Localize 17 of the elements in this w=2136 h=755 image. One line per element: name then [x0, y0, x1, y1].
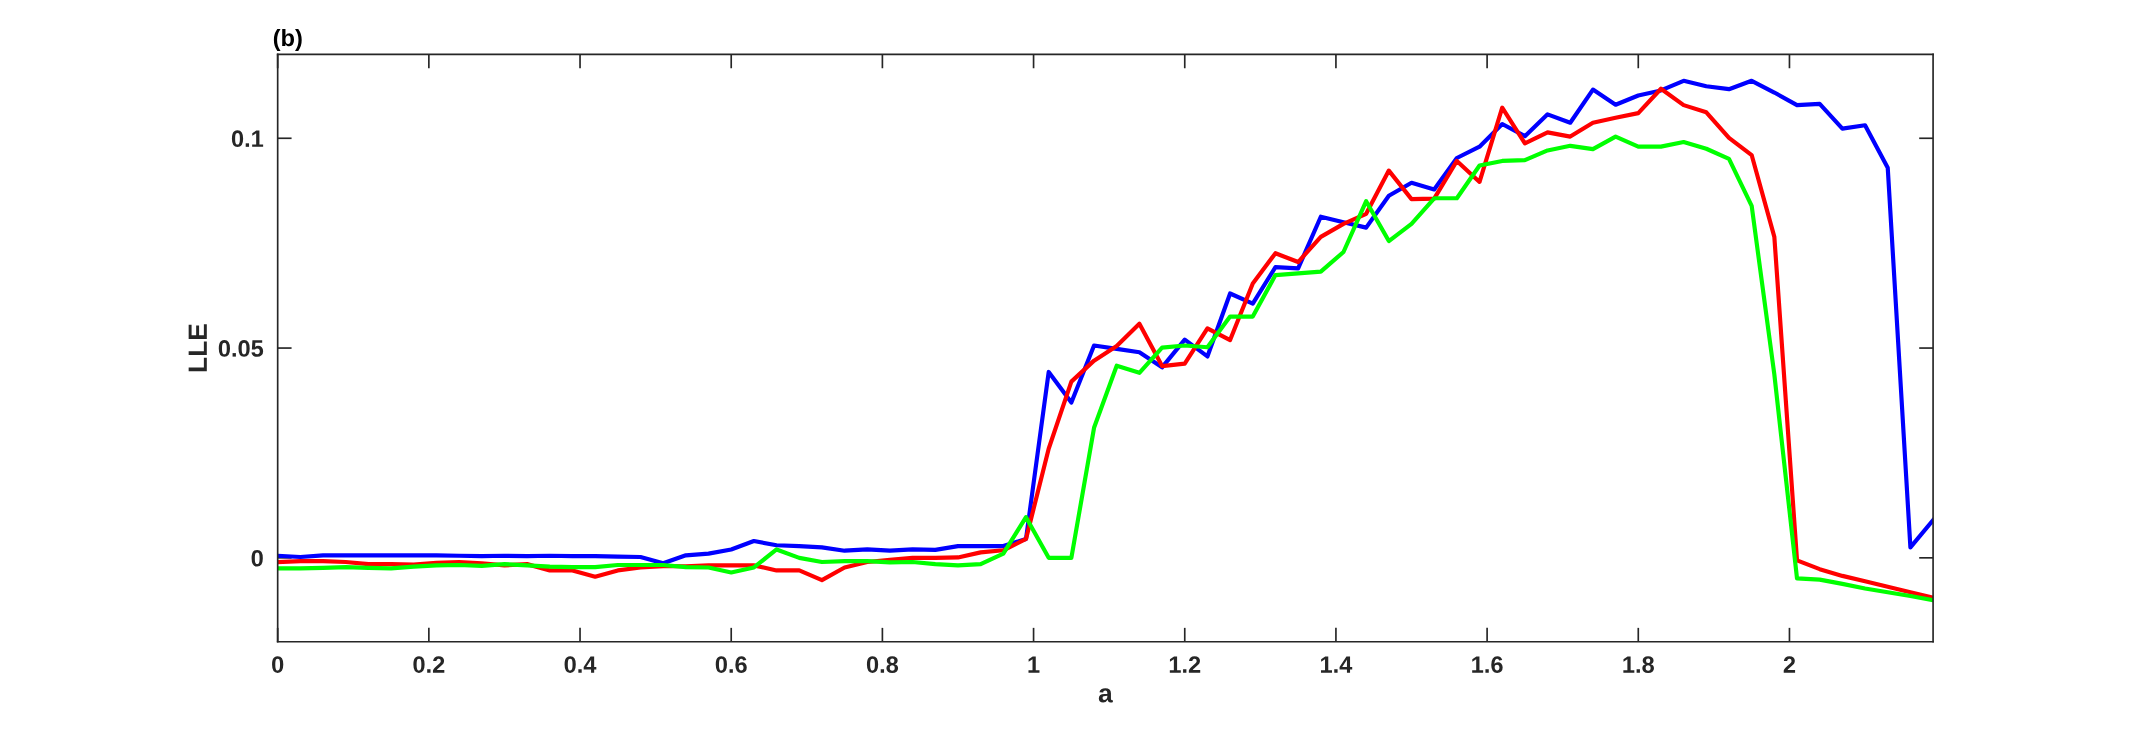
x-tick-label: 0.6: [715, 656, 747, 673]
y-axis-title: LLE: [188, 324, 207, 372]
x-tick-label: 0.4: [564, 656, 597, 673]
x-tick-label: 2: [1783, 656, 1796, 673]
x-axis-title: a: [1098, 688, 1113, 703]
y-tick-label: 0.05: [218, 340, 264, 357]
x-tick-label: 1.8: [1623, 656, 1654, 673]
x-tick-label: 0: [272, 656, 284, 673]
x-tick-label: 0.2: [413, 656, 445, 673]
x-tick-label: 1: [1028, 656, 1040, 673]
y-tick-label: 0: [251, 549, 263, 567]
x-tick-label: 1.6: [1472, 656, 1503, 673]
y-tick-label: 0.1: [231, 130, 264, 148]
x-tick-label: 1.2: [1169, 656, 1201, 673]
x-tick-label: 0.8: [866, 656, 899, 673]
x-tick-label: 1.4: [1321, 656, 1353, 673]
chart-title: (b): [273, 28, 302, 51]
